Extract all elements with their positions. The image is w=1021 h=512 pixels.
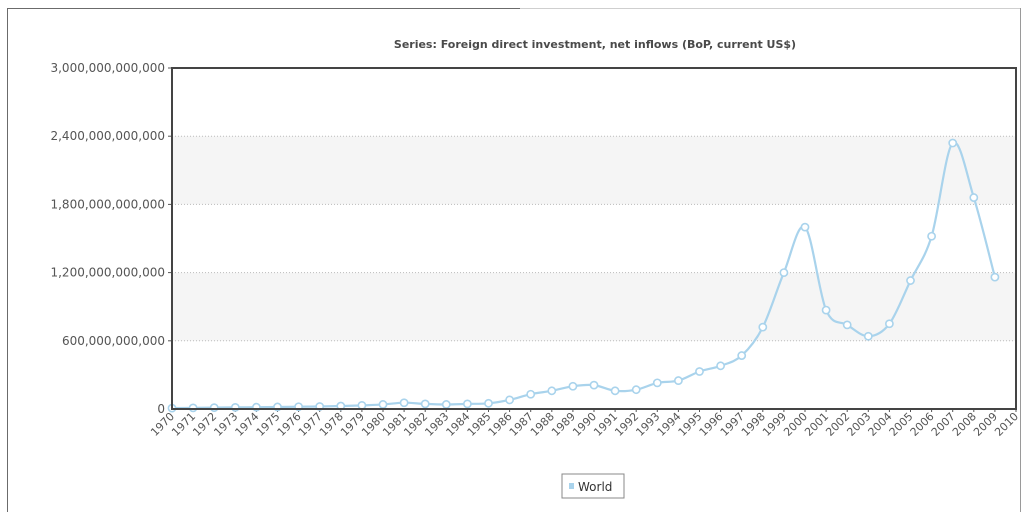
data-point-1998[interactable] [758, 322, 768, 332]
y-tick-label: 3,000,000,000,000 [50, 61, 165, 75]
frame-border-top-right [520, 8, 1021, 9]
legend-label-world: World [578, 480, 612, 494]
data-point-1993[interactable] [652, 378, 662, 388]
data-point-1995[interactable] [695, 367, 704, 376]
plot-area [172, 68, 1016, 409]
data-point-2008[interactable] [969, 193, 979, 202]
data-point-2002[interactable] [842, 320, 852, 330]
plot-area-border [171, 67, 1017, 410]
y-tick-label: 2,400,000,000,000 [50, 129, 165, 143]
data-point-1971[interactable] [188, 403, 198, 413]
legend[interactable]: World [561, 473, 625, 499]
data-point-1989[interactable] [568, 381, 578, 391]
data-point-1987[interactable] [526, 389, 536, 399]
data-point-1999[interactable] [779, 268, 789, 277]
data-point-1982[interactable] [420, 399, 430, 409]
grid-band [172, 136, 1016, 205]
y-axis-ticks: 0 600,000,000,000 1,200,000,000,000 1,800,0… [50, 61, 172, 416]
data-point-2004[interactable] [885, 319, 894, 329]
data-point-1996[interactable] [716, 361, 725, 371]
data-point-1981[interactable] [399, 398, 409, 408]
data-point-2005[interactable] [906, 276, 915, 285]
data-point-2009[interactable] [990, 272, 1000, 282]
x-axis-ticks: 1970197119721973197419751976197719781979… [148, 409, 1021, 439]
y-tick-label: 1,200,000,000,000 [50, 266, 165, 280]
y-tick-label: 600,000,000,000 [62, 334, 165, 348]
data-point-1986[interactable] [505, 395, 514, 405]
y-tick-label: 1,800,000,000,000 [50, 197, 165, 211]
plot-background [172, 68, 1016, 409]
plot-border [171, 67, 1017, 410]
legend-swatch-world [569, 483, 574, 489]
data-point-1990[interactable] [589, 380, 599, 390]
data-point-1980[interactable] [378, 400, 388, 409]
x-tick-label: 2010 [992, 410, 1021, 439]
frame-border-top [7, 8, 520, 9]
frame-border-left [7, 8, 8, 512]
grid-band [172, 272, 1016, 341]
data-point-2003[interactable] [863, 331, 873, 341]
data-point-1983[interactable] [441, 400, 451, 409]
data-point-2006[interactable] [927, 231, 936, 241]
data-point-2000[interactable] [800, 222, 810, 232]
data-point-1991[interactable] [610, 386, 620, 396]
chart-title: Series: Foreign direct investment, net i… [394, 38, 796, 51]
data-point-1988[interactable] [547, 386, 557, 396]
y-tick-label: 0 [157, 402, 165, 416]
data-point-1984[interactable] [462, 399, 472, 409]
series-layer [167, 138, 1000, 413]
data-point-1985[interactable] [484, 398, 493, 408]
data-point-1994[interactable] [674, 376, 683, 385]
data-point-1992[interactable] [631, 385, 641, 395]
data-point-1997[interactable] [737, 351, 747, 360]
data-point-2001[interactable] [821, 305, 831, 315]
data-point-2007[interactable] [948, 138, 958, 148]
data-point-1979[interactable] [357, 400, 367, 410]
data-point-1972[interactable] [209, 403, 219, 413]
